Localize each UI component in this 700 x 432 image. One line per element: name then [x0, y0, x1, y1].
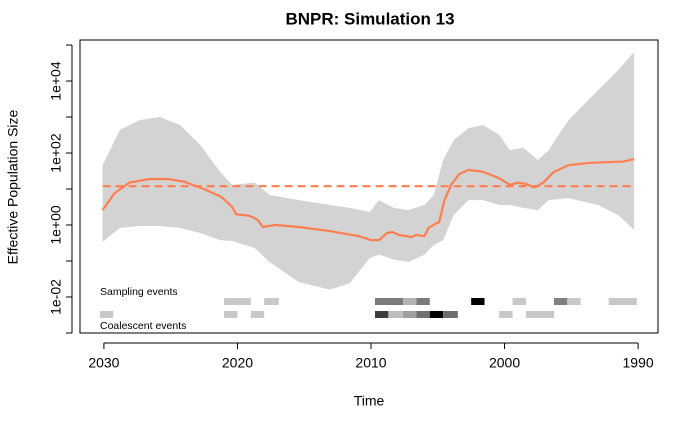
x-tick-label: 2030: [88, 355, 119, 371]
event-cell: [416, 298, 430, 305]
x-tick-label: 2020: [222, 355, 253, 371]
event-cell: [403, 311, 417, 318]
plot-frame: [79, 39, 659, 334]
x-tick-label: 1990: [623, 355, 654, 371]
y-tick-label: 1e-02: [48, 279, 64, 315]
event-cell: [250, 311, 265, 318]
event-cell: [553, 298, 568, 305]
event-cell: [375, 298, 404, 305]
event-cell: [429, 311, 444, 318]
event-cell: [608, 298, 637, 305]
x-tick-label: 2000: [489, 355, 520, 371]
event-cell: [224, 311, 238, 318]
event-cell: [416, 311, 430, 318]
event-cell: [99, 311, 114, 318]
event-cell: [525, 311, 554, 318]
credible-band: [102, 52, 635, 290]
event-cell: [443, 311, 458, 318]
x-axis-label: Time: [354, 393, 385, 409]
event-cell: [264, 298, 279, 305]
event-label: Sampling events: [100, 286, 178, 298]
event-label: Coalescent events: [100, 320, 186, 332]
event-cell: [567, 298, 581, 305]
y-axis-label: Effective Population Size: [5, 109, 21, 264]
event-cell: [388, 311, 404, 318]
chart-title: BNPR: Simulation 13: [285, 9, 454, 28]
y-tick-label: 1e+04: [48, 61, 64, 101]
event-cell: [375, 311, 389, 318]
y-tick-label: 1e+02: [48, 133, 64, 173]
event-cell: [403, 298, 417, 305]
median-line: [101, 157, 635, 242]
x-tick-label: 2010: [355, 355, 386, 371]
event-cell: [512, 298, 526, 305]
event-cell: [499, 311, 513, 318]
event-cell: [224, 298, 251, 305]
event-cell: [471, 298, 485, 305]
y-tick-label: 1e+00: [48, 205, 64, 245]
